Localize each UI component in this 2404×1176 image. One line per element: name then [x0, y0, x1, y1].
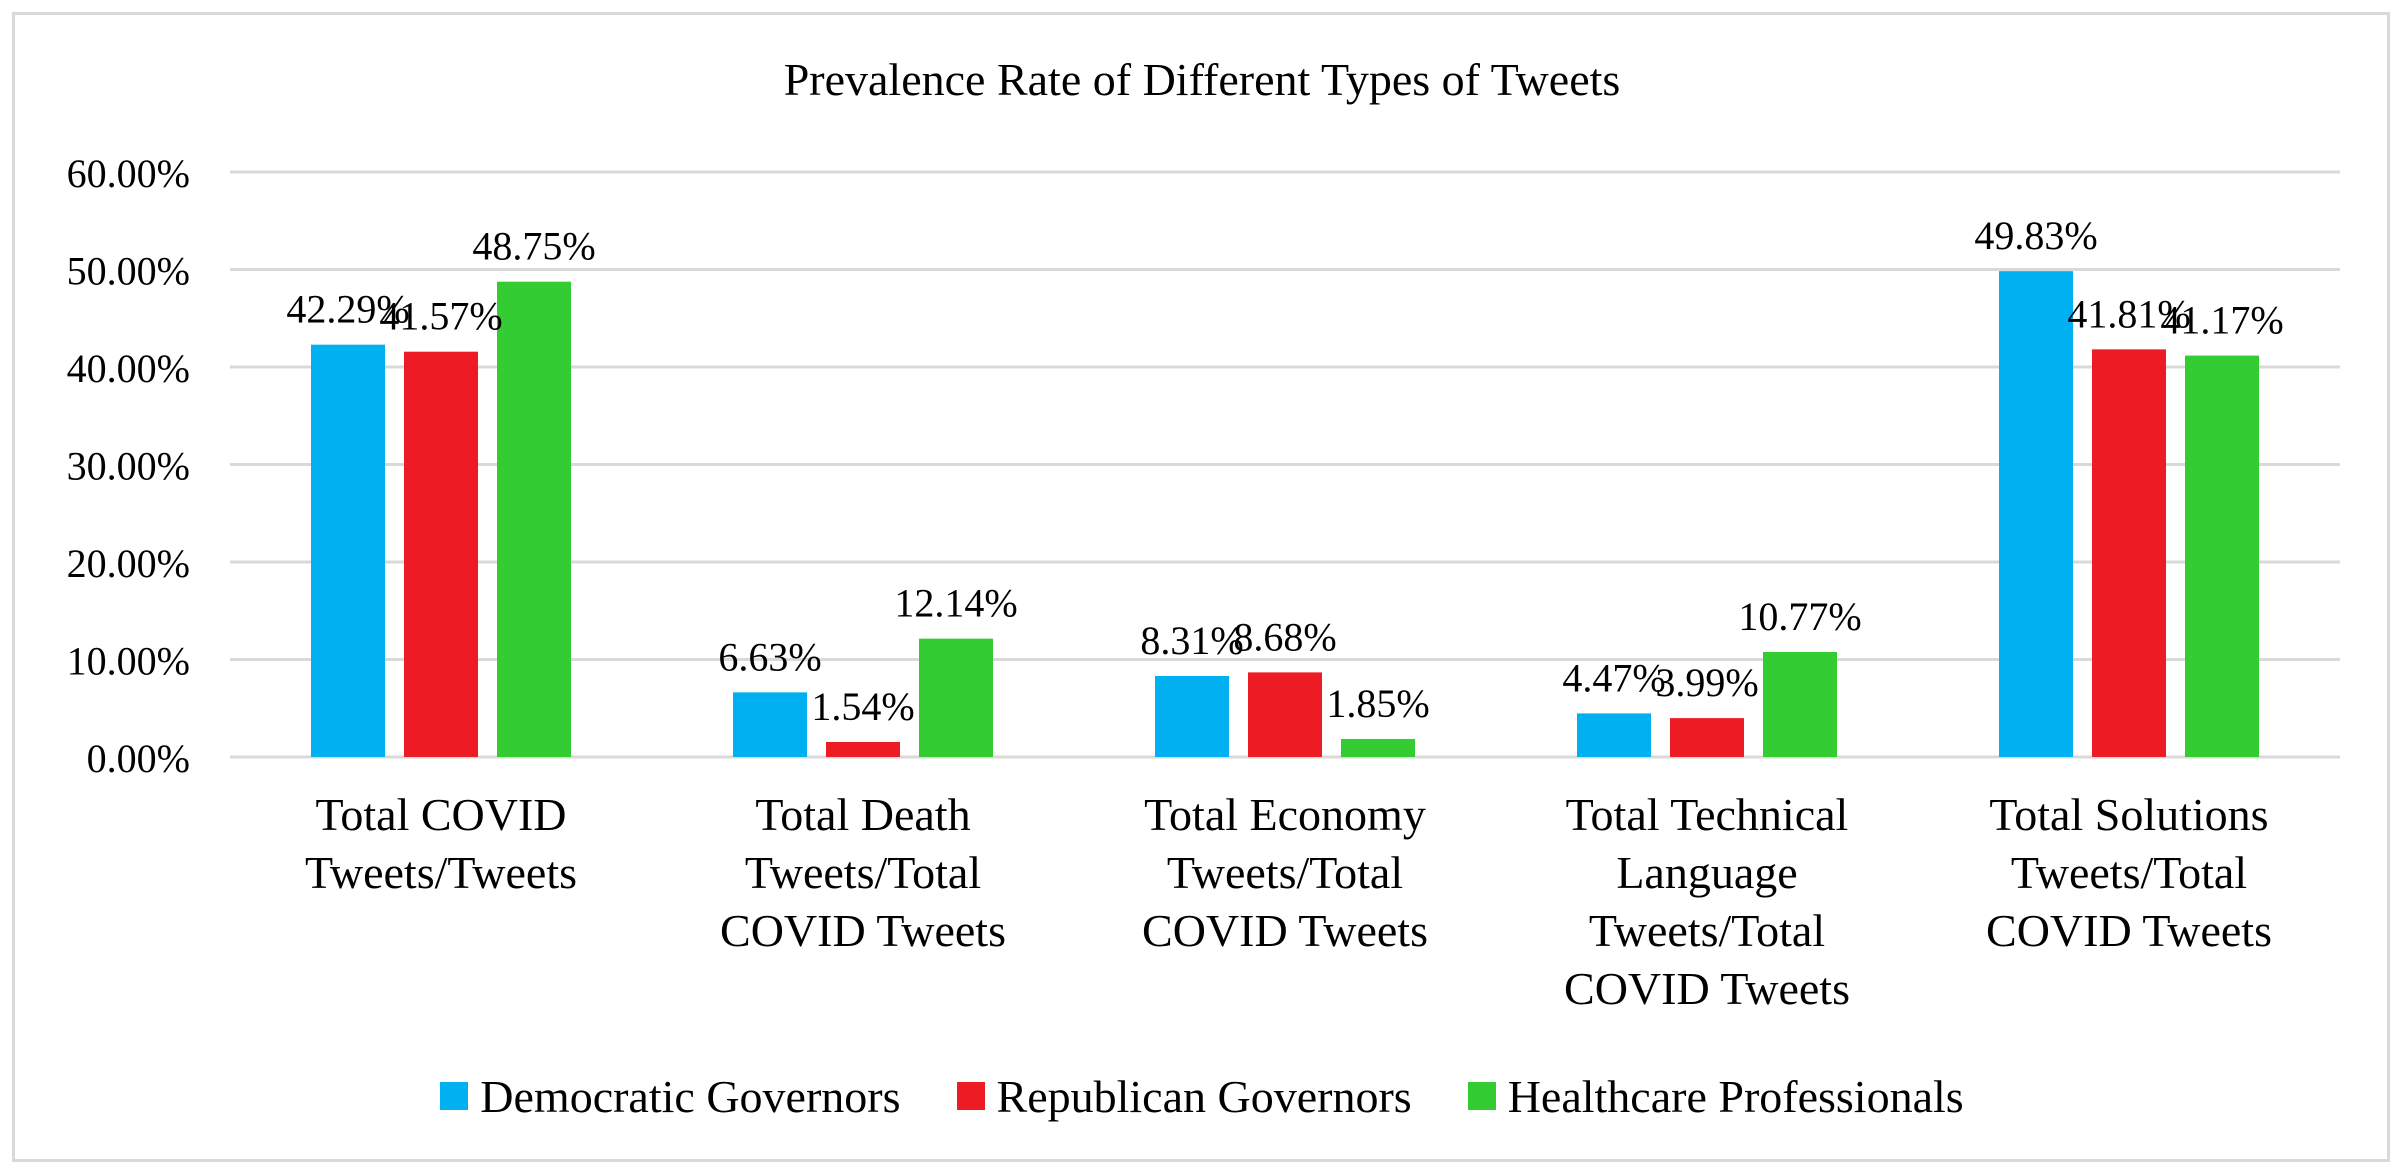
- data-label: 8.31%: [1140, 618, 1243, 663]
- bar: [1763, 651, 1837, 757]
- data-label: 12.14%: [894, 581, 1017, 626]
- y-tick-label: 0.00%: [87, 736, 190, 781]
- data-label: 4.47%: [1562, 655, 1665, 700]
- bars: [311, 271, 2259, 757]
- bar: [1577, 713, 1651, 757]
- legend-swatch: [440, 1082, 469, 1110]
- x-category-label: Tweets/Tweets: [305, 847, 577, 898]
- x-category-label: Tweets/Total: [2011, 847, 2247, 898]
- bar: [1248, 672, 1322, 757]
- y-axis-tick-labels: 0.00% 10.00% 20.00% 30.00% 40.00% 50.00% 60.00…: [67, 151, 190, 781]
- bar: [1341, 738, 1415, 757]
- data-label: 49.83%: [1974, 213, 2097, 258]
- x-category-label: Tweets/Total: [1589, 905, 1825, 956]
- x-category-label: COVID Tweets: [1142, 905, 1428, 956]
- chart-title: Prevalence Rate of Different Types of Tw…: [784, 54, 1621, 105]
- data-label: 10.77%: [1738, 594, 1861, 639]
- bar: [404, 351, 478, 757]
- x-category-label: COVID Tweets: [1986, 905, 2272, 956]
- legend-swatch: [956, 1082, 985, 1110]
- legend: Democratic Governors Republican Governors…: [0, 1058, 2404, 1134]
- x-category-label: COVID Tweets: [720, 905, 1006, 956]
- x-category-label: Tweets/Total: [745, 847, 981, 898]
- legend-label: Healthcare Professionals: [1507, 1070, 1964, 1122]
- bar: [826, 741, 900, 757]
- legend-label: Democratic Governors: [480, 1070, 901, 1122]
- x-category-label: Total Economy: [1144, 789, 1426, 840]
- data-labels: 42.29% 6.63% 8.31% 4.47% 49.83% 41.57% 1.54% 8.…: [286, 213, 2283, 729]
- y-tick-label: 30.00%: [67, 444, 190, 489]
- data-label: 8.68%: [1233, 614, 1336, 659]
- data-label: 42.29%: [286, 287, 409, 332]
- x-category-label: COVID Tweets: [1564, 963, 1850, 1014]
- x-category-label: Total Solutions: [1989, 789, 2268, 840]
- legend-swatch: [1467, 1082, 1496, 1110]
- bar: [1999, 271, 2073, 757]
- bar: [733, 692, 807, 757]
- y-tick-label: 10.00%: [67, 639, 190, 684]
- x-category-label: Language: [1616, 847, 1797, 898]
- bar: [1670, 718, 1744, 757]
- legend-item: Republican Governors: [956, 1070, 1412, 1123]
- data-label: 41.17%: [2160, 298, 2283, 343]
- bar: [919, 638, 993, 757]
- bar: [2092, 349, 2166, 757]
- legend-item: Healthcare Professionals: [1467, 1070, 1964, 1123]
- x-axis-category-labels: Total COVID Tweets/Tweets Total Death Tweet…: [305, 789, 2272, 1014]
- legend-item: Democratic Governors: [440, 1070, 901, 1123]
- data-label: 1.85%: [1326, 681, 1429, 726]
- y-tick-label: 20.00%: [67, 541, 190, 586]
- x-category-label: Tweets/Total: [1167, 847, 1403, 898]
- gridlines: [230, 170, 2340, 759]
- y-tick-label: 60.00%: [67, 151, 190, 196]
- x-category-label: Total COVID: [315, 789, 566, 840]
- data-label: 48.75%: [472, 224, 595, 269]
- x-category-label: Total Technical: [1566, 789, 1849, 840]
- data-label: 41.81%: [2067, 291, 2190, 336]
- data-label: 1.54%: [811, 684, 914, 729]
- x-category-label: Total Death: [755, 789, 970, 840]
- data-label: 41.57%: [379, 294, 502, 339]
- bar: [1155, 675, 1229, 757]
- y-tick-label: 40.00%: [67, 346, 190, 391]
- bar: [2185, 355, 2259, 757]
- data-label: 3.99%: [1655, 660, 1758, 705]
- y-tick-label: 50.00%: [67, 249, 190, 294]
- bar: [311, 344, 385, 757]
- bar: [497, 281, 571, 757]
- legend-label: Republican Governors: [996, 1070, 1412, 1122]
- data-label: 6.63%: [718, 634, 821, 679]
